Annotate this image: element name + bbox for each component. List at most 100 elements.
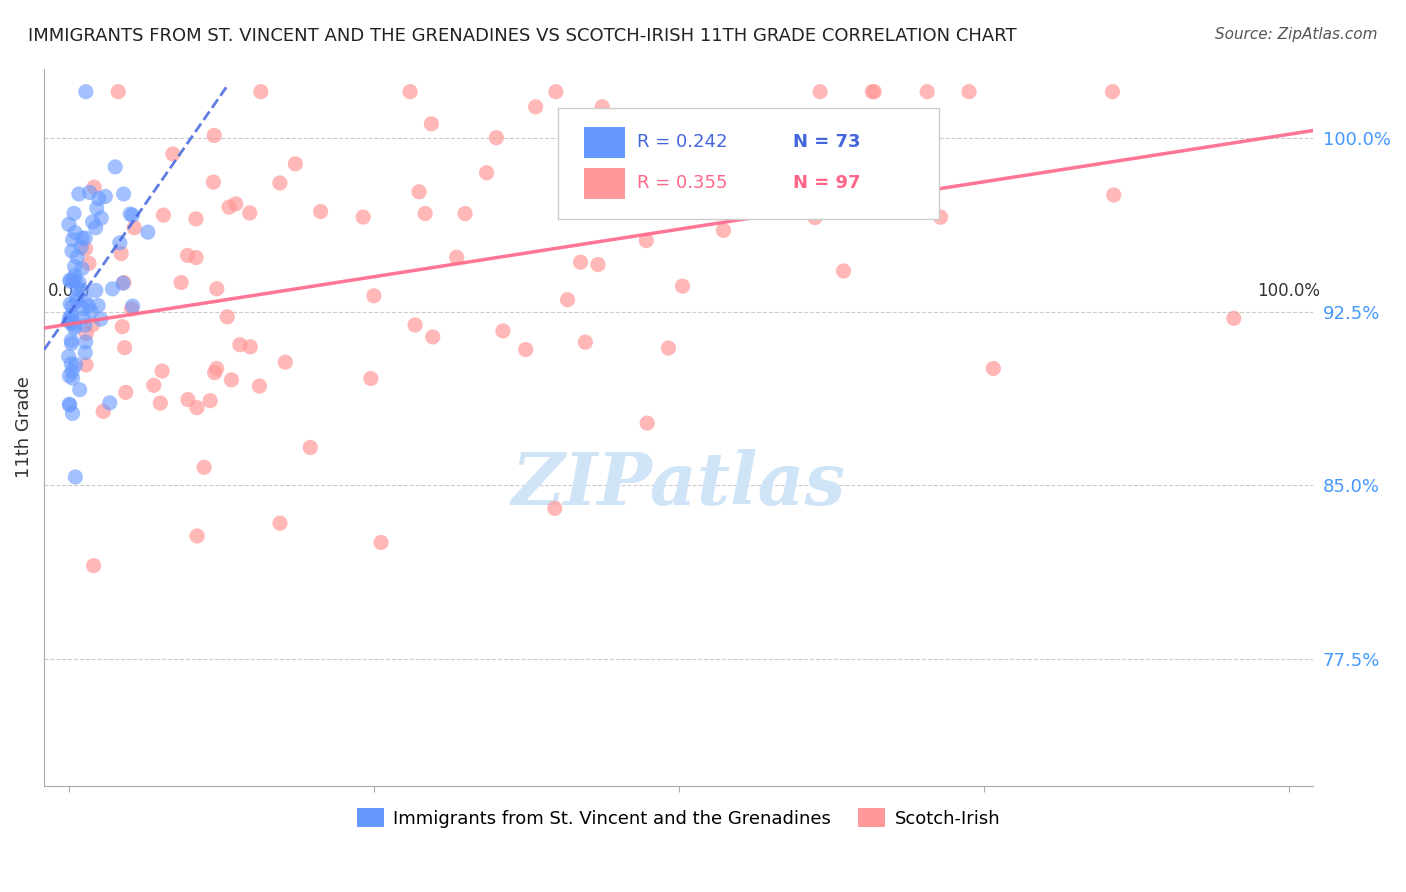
Scotch-Irish — [983, 361, 1005, 376]
Immigrants from St. Vincent and the Grenadines — [75, 293, 97, 308]
Scotch-Irish — [804, 211, 827, 225]
Immigrants from St. Vincent and the Grenadines — [65, 358, 87, 372]
Immigrants from St. Vincent and the Grenadines — [60, 364, 83, 378]
Immigrants from St. Vincent and the Grenadines — [58, 350, 80, 364]
Scotch-Irish — [75, 358, 97, 372]
Scotch-Irish — [657, 341, 679, 355]
Immigrants from St. Vincent and the Grenadines — [59, 398, 82, 412]
Immigrants from St. Vincent and the Grenadines — [63, 206, 86, 220]
Immigrants from St. Vincent and the Grenadines — [82, 215, 104, 229]
Scotch-Irish — [110, 246, 132, 260]
Scotch-Irish — [205, 282, 228, 296]
Scotch-Irish — [408, 185, 430, 199]
Immigrants from St. Vincent and the Grenadines — [60, 313, 83, 327]
Scotch-Irish — [446, 250, 468, 264]
Immigrants from St. Vincent and the Grenadines — [60, 244, 83, 258]
Scotch-Irish — [202, 128, 225, 143]
Immigrants from St. Vincent and the Grenadines — [65, 470, 87, 484]
Scotch-Irish — [544, 85, 567, 99]
Immigrants from St. Vincent and the Grenadines — [59, 310, 82, 325]
Immigrants from St. Vincent and the Grenadines — [58, 218, 80, 232]
Immigrants from St. Vincent and the Grenadines — [90, 312, 112, 326]
Immigrants from St. Vincent and the Grenadines — [70, 261, 93, 276]
Immigrants from St. Vincent and the Grenadines — [84, 220, 107, 235]
Immigrants from St. Vincent and the Grenadines — [70, 240, 93, 254]
Scotch-Irish — [83, 558, 105, 573]
Immigrants from St. Vincent and the Grenadines — [60, 336, 83, 351]
Legend: Immigrants from St. Vincent and the Grenadines, Scotch-Irish: Immigrants from St. Vincent and the Gren… — [350, 801, 1007, 835]
Immigrants from St. Vincent and the Grenadines — [75, 231, 97, 245]
Scotch-Irish — [1223, 311, 1246, 326]
Immigrants from St. Vincent and the Grenadines — [73, 318, 96, 333]
Immigrants from St. Vincent and the Grenadines — [60, 334, 83, 348]
Immigrants from St. Vincent and the Grenadines — [70, 284, 93, 298]
Scotch-Irish — [713, 223, 735, 237]
Scotch-Irish — [413, 206, 436, 220]
Scotch-Irish — [217, 310, 239, 324]
Immigrants from St. Vincent and the Grenadines — [58, 397, 80, 411]
FancyBboxPatch shape — [583, 169, 626, 199]
Immigrants from St. Vincent and the Grenadines — [63, 226, 86, 240]
Scotch-Irish — [284, 157, 307, 171]
Immigrants from St. Vincent and the Grenadines — [63, 268, 86, 283]
Immigrants from St. Vincent and the Grenadines — [63, 318, 86, 333]
Immigrants from St. Vincent and the Grenadines — [60, 309, 83, 323]
Scotch-Irish — [149, 396, 172, 410]
Scotch-Irish — [475, 166, 498, 180]
Scotch-Irish — [727, 112, 749, 127]
Immigrants from St. Vincent and the Grenadines — [67, 276, 90, 290]
Immigrants from St. Vincent and the Grenadines — [69, 383, 91, 397]
Immigrants from St. Vincent and the Grenadines — [62, 407, 84, 421]
Scotch-Irish — [162, 147, 184, 161]
Immigrants from St. Vincent and the Grenadines — [75, 345, 97, 359]
Text: R = 0.355: R = 0.355 — [637, 175, 727, 193]
Immigrants from St. Vincent and the Grenadines — [75, 334, 97, 349]
Immigrants from St. Vincent and the Grenadines — [77, 299, 100, 313]
Scotch-Irish — [821, 166, 844, 180]
Immigrants from St. Vincent and the Grenadines — [75, 85, 97, 99]
Scotch-Irish — [363, 289, 385, 303]
Scotch-Irish — [586, 258, 609, 272]
Text: ZIPatlas: ZIPatlas — [512, 450, 846, 520]
Immigrants from St. Vincent and the Grenadines — [112, 186, 135, 201]
Scotch-Irish — [370, 535, 392, 549]
Scotch-Irish — [150, 364, 173, 378]
Scotch-Irish — [492, 324, 515, 338]
Scotch-Irish — [619, 188, 641, 202]
Scotch-Irish — [239, 340, 262, 354]
Immigrants from St. Vincent and the Grenadines — [108, 235, 131, 250]
Immigrants from St. Vincent and the Grenadines — [72, 301, 94, 316]
Scotch-Irish — [176, 248, 198, 262]
Immigrants from St. Vincent and the Grenadines — [58, 368, 80, 383]
Scotch-Irish — [142, 378, 165, 392]
Immigrants from St. Vincent and the Grenadines — [121, 299, 143, 313]
Scotch-Irish — [198, 393, 221, 408]
Scotch-Irish — [734, 172, 756, 186]
Immigrants from St. Vincent and the Grenadines — [62, 273, 84, 287]
Text: IMMIGRANTS FROM ST. VINCENT AND THE GRENADINES VS SCOTCH-IRISH 11TH GRADE CORREL: IMMIGRANTS FROM ST. VINCENT AND THE GREN… — [28, 27, 1017, 45]
Scotch-Irish — [202, 175, 225, 189]
Immigrants from St. Vincent and the Grenadines — [104, 160, 127, 174]
Scotch-Irish — [239, 206, 262, 220]
Text: N = 73: N = 73 — [793, 133, 860, 151]
Immigrants from St. Vincent and the Grenadines — [120, 207, 142, 221]
Text: 100.0%: 100.0% — [1257, 283, 1320, 301]
Scotch-Irish — [1102, 188, 1125, 202]
Scotch-Irish — [404, 318, 426, 332]
Scotch-Irish — [609, 156, 631, 170]
Scotch-Irish — [170, 276, 193, 290]
Scotch-Irish — [569, 255, 592, 269]
Scotch-Irish — [269, 176, 291, 190]
Scotch-Irish — [863, 85, 886, 99]
Immigrants from St. Vincent and the Grenadines — [59, 297, 82, 311]
Text: 0.0%: 0.0% — [48, 283, 90, 301]
Scotch-Irish — [75, 326, 97, 341]
Immigrants from St. Vincent and the Grenadines — [63, 260, 86, 274]
Scotch-Irish — [186, 401, 208, 415]
Immigrants from St. Vincent and the Grenadines — [136, 225, 159, 239]
Scotch-Irish — [83, 180, 105, 194]
Scotch-Irish — [225, 197, 247, 211]
Immigrants from St. Vincent and the Grenadines — [60, 357, 83, 371]
Immigrants from St. Vincent and the Grenadines — [94, 189, 117, 203]
Scotch-Irish — [193, 460, 215, 475]
